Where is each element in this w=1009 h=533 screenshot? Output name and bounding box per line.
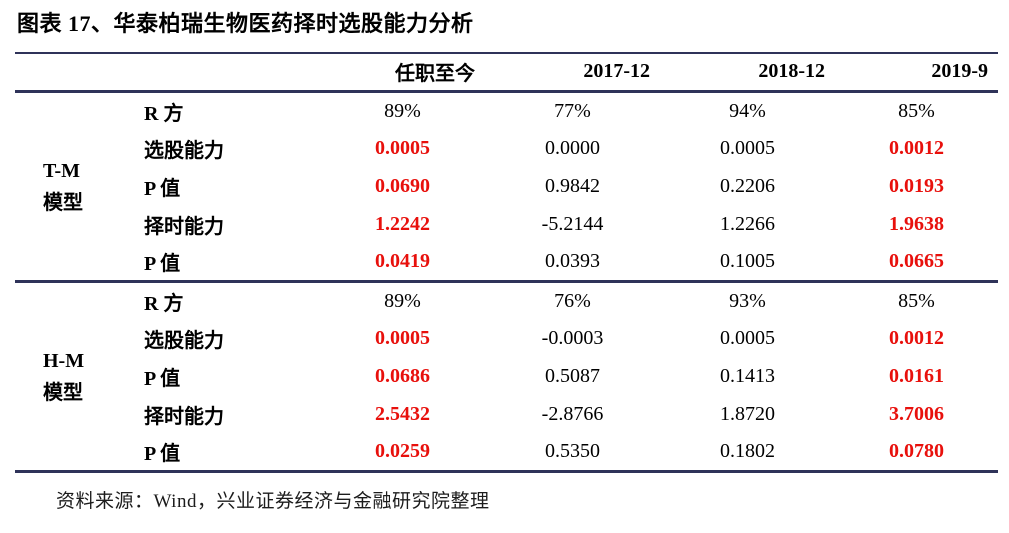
analysis-table: 任职至今 2017-12 2018-12 2019-9 T-M 模型 R 方 8… [15, 51, 998, 474]
cell-value: -0.0003 [541, 327, 604, 350]
table-row: H-M 模型 R 方 89% 76% 93% 85% [15, 282, 998, 404]
group-hm-model: H-M 模型 R 方 89% 76% 93% 85% 选股能力 0.0005 -… [15, 282, 998, 472]
cell-value: 0.0259 [375, 440, 430, 463]
table-row: 选股能力 0.0005 0.0000 0.0005 0.0012 [15, 130, 998, 168]
cell-value: 0.0686 [375, 365, 430, 388]
cell-value: 0.0161 [889, 365, 944, 388]
group-tm-model: T-M 模型 R 方 89% 77% 94% 85% 选股能力 0.0005 0… [15, 92, 998, 282]
group-label-tm: T-M 模型 [15, 92, 140, 282]
row-label: R 方 [144, 292, 184, 315]
column-header-tenure: 任职至今 [320, 52, 485, 94]
cell-value: 0.0393 [545, 250, 600, 273]
cell-value: 0.0780 [889, 440, 944, 463]
cell-value: 2.5432 [375, 403, 430, 426]
row-label: 选股能力 [144, 330, 224, 353]
row-label: R 方 [144, 102, 184, 125]
cell-value: 0.0012 [889, 327, 944, 350]
table-head: 任职至今 2017-12 2018-12 2019-9 [15, 52, 998, 94]
row-label: P 值 [144, 253, 181, 276]
group-name-line1: T-M [43, 159, 81, 182]
row-label: 择时能力 [144, 406, 224, 429]
empty-header-cell [15, 52, 320, 94]
cell-value: 0.0000 [545, 137, 600, 160]
table-row: 选股能力 0.0005 -0.0003 0.0005 0.0012 [15, 320, 998, 358]
source-note: 资料来源：Wind，兴业证券经济与金融研究院整理 [56, 491, 490, 513]
row-label: P 值 [144, 443, 181, 466]
cell-value: 0.0690 [375, 175, 430, 198]
cell-value: 3.7006 [889, 403, 944, 426]
group-name-line1: H-M [43, 349, 85, 372]
table-row: P 值 0.0686 0.5087 0.1413 0.0161 [15, 358, 998, 396]
table-row: P 值 0.0690 0.9842 0.2206 0.0193 [15, 168, 998, 206]
row-label: P 值 [144, 368, 181, 391]
cell-value: 0.0012 [889, 137, 944, 160]
row-label: 择时能力 [144, 216, 224, 239]
cell-value: 0.1005 [720, 250, 775, 273]
table-row: P 值 0.0259 0.5350 0.1802 0.0780 [15, 434, 998, 472]
table-row: T-M 模型 R 方 89% 77% 94% 85% [15, 92, 998, 214]
cell-value: 77% [554, 99, 591, 122]
cell-value: 0.0193 [889, 175, 944, 198]
cell-value: 85% [898, 289, 935, 312]
cell-value: 1.2266 [720, 213, 775, 236]
group-name-line2: 模型 [43, 381, 83, 404]
cell-value: -2.8766 [541, 403, 604, 426]
cell-value: 0.1802 [720, 440, 775, 463]
cell-value: 0.1413 [720, 365, 775, 388]
table-row: P 值 0.0419 0.0393 0.1005 0.0665 [15, 244, 998, 282]
cell-value: 85% [898, 99, 935, 122]
cell-value: 0.0005 [375, 327, 430, 350]
cell-value: 0.0665 [889, 250, 944, 273]
cell-value: 0.9842 [545, 175, 600, 198]
cell-value: 0.0005 [720, 137, 775, 160]
group-name-line2: 模型 [43, 191, 83, 214]
cell-value: 1.8720 [720, 403, 775, 426]
cell-value: 0.5087 [545, 365, 600, 388]
cell-value: 0.0005 [720, 327, 775, 350]
cell-value: -5.2144 [541, 213, 604, 236]
cell-value: 93% [729, 289, 766, 312]
table-row: 择时能力 1.2242 -5.2144 1.2266 1.9638 [15, 206, 998, 244]
cell-value: 89% [384, 289, 421, 312]
row-label: P 值 [144, 178, 181, 201]
table-row: 择时能力 2.5432 -2.8766 1.8720 3.7006 [15, 396, 998, 434]
group-label-hm: H-M 模型 [15, 282, 140, 472]
cell-value: 76% [554, 289, 591, 312]
cell-value: 0.0005 [375, 137, 430, 160]
cell-value: 1.9638 [889, 213, 944, 236]
column-header-2017-12: 2017-12 [485, 52, 660, 94]
cell-value: 94% [729, 99, 766, 122]
figure-title: 图表 17、华泰柏瑞生物医药择时选股能力分析 [17, 11, 474, 36]
column-header-2018-12: 2018-12 [660, 52, 835, 94]
cell-value: 1.2242 [375, 213, 430, 236]
column-header-2019-9: 2019-9 [835, 52, 998, 94]
cell-value: 0.0419 [375, 250, 430, 273]
cell-value: 0.5350 [545, 440, 600, 463]
cell-value: 89% [384, 99, 421, 122]
table-header-row: 任职至今 2017-12 2018-12 2019-9 [15, 52, 998, 94]
cell-value: 0.2206 [720, 175, 775, 198]
row-label: 选股能力 [144, 140, 224, 163]
